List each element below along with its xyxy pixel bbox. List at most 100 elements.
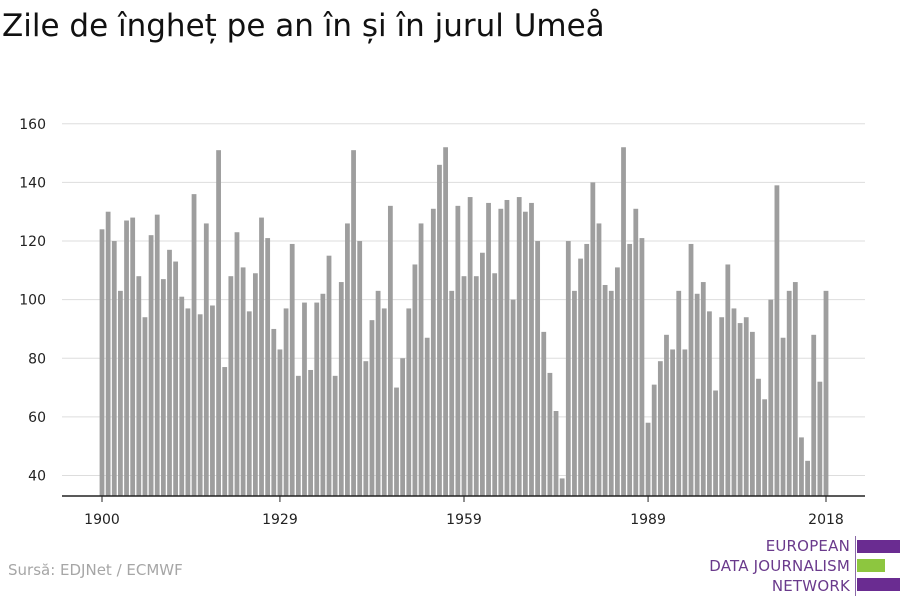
logo-bar-top bbox=[857, 540, 900, 553]
bar-1947 bbox=[387, 205, 393, 496]
bar-2000 bbox=[713, 390, 718, 496]
bar-1923 bbox=[240, 267, 246, 496]
bar-1948 bbox=[394, 387, 399, 496]
bar-1965 bbox=[498, 208, 504, 497]
bar-1928 bbox=[271, 328, 277, 496]
bar-1966 bbox=[504, 199, 510, 496]
bar-1970 bbox=[529, 202, 534, 496]
bar-1903 bbox=[118, 290, 123, 496]
bar-1941 bbox=[351, 150, 356, 496]
bar-2003 bbox=[731, 308, 737, 496]
bar-1994 bbox=[676, 290, 682, 496]
bar-1907 bbox=[142, 317, 148, 496]
logo-bar-bottom bbox=[857, 578, 900, 591]
bar-1990 bbox=[651, 384, 657, 496]
bar-1986 bbox=[627, 243, 633, 496]
bar-2014 bbox=[799, 437, 804, 496]
x-tick-label: 1900 bbox=[84, 512, 120, 528]
bar-1933 bbox=[302, 302, 307, 496]
x-tick-label: 1929 bbox=[262, 512, 298, 528]
bar-1901 bbox=[105, 211, 111, 496]
bar-1909 bbox=[154, 214, 160, 496]
bar-1940 bbox=[345, 223, 350, 496]
x-tick-label: 1989 bbox=[630, 512, 666, 528]
bar-1996 bbox=[688, 243, 694, 496]
bar-2006 bbox=[749, 331, 755, 496]
bar-1905 bbox=[130, 217, 136, 497]
bar-2007 bbox=[756, 378, 761, 496]
bar-2011 bbox=[780, 337, 786, 496]
bar-1960 bbox=[467, 197, 473, 497]
bar-1917 bbox=[203, 223, 209, 496]
bar-1943 bbox=[363, 361, 369, 496]
bar-1913 bbox=[179, 296, 185, 496]
bar-1997 bbox=[694, 293, 700, 496]
bar-1985 bbox=[621, 147, 626, 496]
y-tick-label: 100 bbox=[19, 293, 46, 309]
bar-2002 bbox=[725, 264, 731, 496]
y-tick-label: 80 bbox=[28, 351, 46, 367]
bar-1956 bbox=[443, 147, 448, 496]
bar-1944 bbox=[369, 320, 375, 496]
y-tick-label: 60 bbox=[28, 410, 46, 426]
bar-2013 bbox=[792, 282, 798, 496]
bar-1931 bbox=[289, 243, 295, 496]
bar-1974 bbox=[553, 411, 559, 496]
y-tick-label: 140 bbox=[19, 175, 46, 191]
bar-1991 bbox=[657, 361, 663, 496]
x-tick-label: 1959 bbox=[446, 512, 482, 528]
bar-1955 bbox=[437, 164, 442, 497]
bar-1975 bbox=[559, 478, 565, 496]
bar-2017 bbox=[817, 381, 823, 496]
bar-1978 bbox=[578, 258, 583, 496]
bar-1945 bbox=[375, 290, 381, 496]
chart-title: Zile de îngheț pe an în și în jurul Umeå bbox=[2, 8, 605, 44]
bar-1920 bbox=[222, 367, 228, 496]
bar-1983 bbox=[608, 290, 614, 496]
logo-divider bbox=[855, 536, 856, 596]
bar-1957 bbox=[449, 290, 455, 496]
bar-1962 bbox=[480, 252, 485, 496]
bar-1988 bbox=[639, 238, 645, 497]
bar-1900 bbox=[99, 229, 105, 497]
source-note: Sursă: EDJNet / ECMWF bbox=[8, 561, 183, 579]
bar-1949 bbox=[400, 358, 406, 496]
bar-1930 bbox=[283, 308, 289, 496]
bar-1916 bbox=[197, 314, 203, 496]
bar-1981 bbox=[596, 223, 602, 496]
bar-1979 bbox=[584, 243, 590, 496]
bar-1968 bbox=[516, 197, 522, 497]
bar-1992 bbox=[664, 334, 669, 496]
bar-2015 bbox=[805, 460, 810, 496]
bar-1971 bbox=[535, 241, 541, 496]
bar-1987 bbox=[633, 208, 639, 497]
bar-1961 bbox=[473, 276, 479, 496]
logo-text-line-2: DATA JOURNALISM bbox=[709, 557, 850, 575]
bar-1972 bbox=[541, 331, 547, 496]
logo-bar-middle bbox=[857, 559, 885, 572]
bar-1993 bbox=[670, 349, 676, 496]
bar-1977 bbox=[572, 290, 577, 496]
bar-1984 bbox=[614, 267, 620, 496]
bar-1936 bbox=[320, 293, 326, 496]
bar-1946 bbox=[381, 308, 387, 496]
bar-1924 bbox=[246, 311, 252, 496]
bar-1964 bbox=[492, 273, 498, 496]
logo-text-line-1: EUROPEAN bbox=[765, 537, 850, 555]
bar-2008 bbox=[762, 399, 768, 496]
bar-1954 bbox=[430, 208, 436, 497]
y-tick-label: 160 bbox=[19, 117, 46, 133]
bars bbox=[99, 147, 829, 497]
bar-1963 bbox=[486, 202, 491, 496]
logo-text-line-3: NETWORK bbox=[771, 577, 850, 595]
bar-1910 bbox=[160, 279, 166, 496]
bar-1973 bbox=[547, 372, 553, 496]
bar-1995 bbox=[682, 349, 688, 496]
edjnet-logo[interactable]: EUROPEAN DATA JOURNALISM NETWORK bbox=[700, 536, 900, 596]
bar-1904 bbox=[124, 220, 129, 496]
bar-1938 bbox=[332, 375, 338, 496]
bar-2016 bbox=[811, 334, 817, 496]
bar-1942 bbox=[357, 241, 363, 496]
bar-1935 bbox=[314, 302, 320, 496]
